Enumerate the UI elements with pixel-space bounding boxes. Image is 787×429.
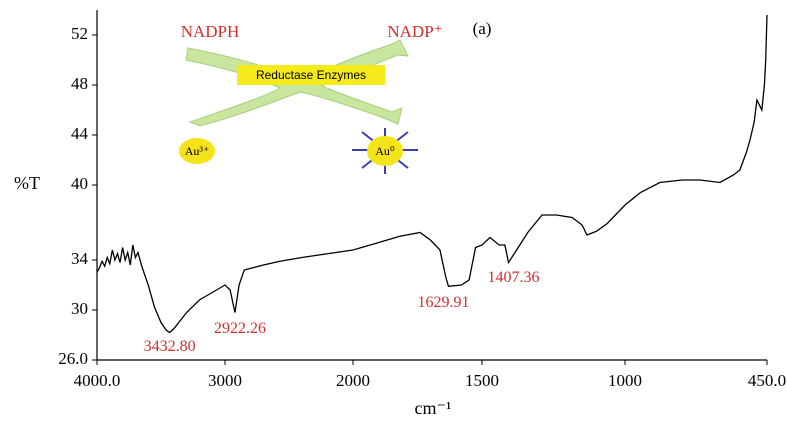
peak-label: 2922.26 — [214, 320, 266, 337]
ion-circle — [179, 138, 215, 164]
ion-label: Au³⁺ — [185, 144, 210, 158]
y-tick-label: 34 — [71, 249, 89, 268]
x-tick-label: 4000.0 — [74, 371, 121, 390]
peak-label: 1629.91 — [417, 294, 469, 311]
spectrum-line — [96, 14, 768, 334]
y-tick-label: 40 — [71, 174, 88, 193]
particle-circle — [367, 136, 403, 166]
peak-label: 1407.36 — [487, 269, 539, 286]
inset-diagram: NADPH NADP⁺ Reductase Enzymes Au³⁺ Au⁰ — [179, 22, 443, 174]
y-tick-label: 52 — [71, 24, 88, 43]
y-tick-label: 30 — [71, 299, 88, 318]
reactant-label: NADPH — [181, 22, 240, 41]
y-tick-label: 48 — [71, 74, 88, 93]
enzyme-label: Reductase Enzymes — [256, 68, 366, 82]
x-tick-label: 1000 — [608, 371, 642, 390]
x-tick-label: 3000 — [208, 371, 242, 390]
panel-label: (a) — [473, 19, 492, 38]
y-axis-label: %T — [14, 173, 40, 193]
particle-label: Au⁰ — [375, 144, 395, 158]
enzyme-box — [237, 65, 385, 85]
y-tick-label: 44 — [71, 124, 89, 143]
x-tick-label: 2000 — [336, 371, 370, 390]
peak-label: 3432.80 — [144, 338, 196, 355]
x-tick-label: 1500 — [465, 371, 499, 390]
product-label: NADP⁺ — [387, 22, 442, 41]
y-tick-label: 26.0 — [58, 349, 88, 368]
x-tick-label: 450.0 — [748, 371, 786, 390]
x-axis-label: cm⁻¹ — [415, 398, 452, 418]
